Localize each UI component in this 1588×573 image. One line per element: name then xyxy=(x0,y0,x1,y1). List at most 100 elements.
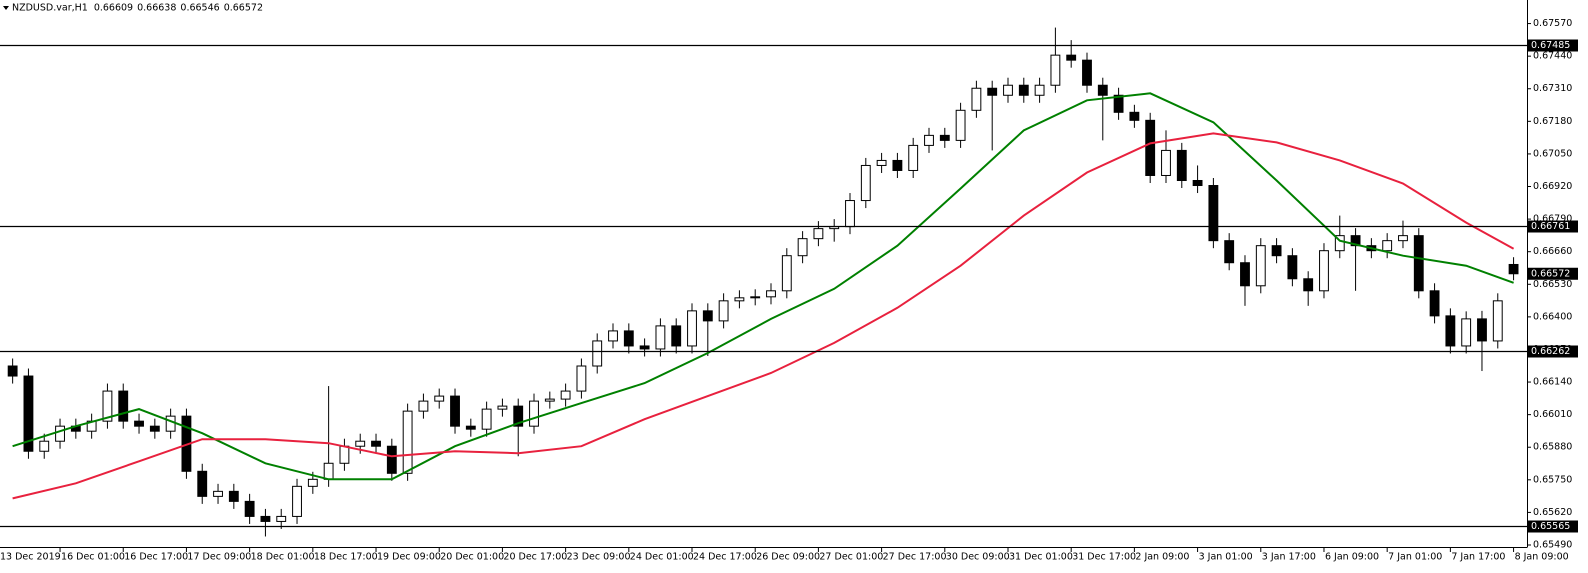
candle-body xyxy=(355,440,366,447)
candle-body xyxy=(987,87,998,96)
candle-body xyxy=(371,440,381,447)
x-tick-label: 7 Jan 01:00 xyxy=(1388,552,1442,563)
y-tick-label: 0.65750 xyxy=(1533,474,1572,485)
candle-body xyxy=(718,300,729,322)
candle-body xyxy=(608,330,618,342)
x-tick-label: 2 Jan 09:00 xyxy=(1135,552,1189,563)
candle-body xyxy=(560,390,571,400)
last-price-label: 0.66572 xyxy=(1531,268,1570,279)
level-tag xyxy=(1528,520,1578,533)
candle-body xyxy=(1303,278,1314,292)
candle-body xyxy=(276,515,287,522)
candle-body xyxy=(1287,255,1298,280)
candle-body xyxy=(1208,185,1219,242)
x-tick-label: 20 Dec 01:00 xyxy=(440,552,504,563)
candle-body xyxy=(434,395,445,402)
moving-average xyxy=(12,132,1515,500)
candle-body xyxy=(323,462,334,480)
candle-body xyxy=(307,478,318,487)
symbol: NZDUSD.var,H1 xyxy=(12,3,88,14)
candle-body xyxy=(102,390,113,422)
x-tick-label: 18 Dec 17:00 xyxy=(314,552,378,563)
y-tick-label: 0.67050 xyxy=(1533,148,1572,159)
candle-body xyxy=(244,500,255,517)
x-tick-label: 31 Dec 17:00 xyxy=(1072,552,1136,563)
x-tick-label: 24 Dec 17:00 xyxy=(693,552,757,563)
y-tick-label: 0.66400 xyxy=(1533,311,1572,322)
candle-body xyxy=(1492,300,1503,342)
candle-body xyxy=(7,365,18,377)
candle-body xyxy=(813,228,824,240)
level-tag xyxy=(1528,345,1578,358)
price-axis: 0.67570 0.67440 0.67310 0.67180 0.67050 0.669… xyxy=(1527,18,1572,551)
candle-body xyxy=(971,87,982,111)
header-arrow xyxy=(3,6,9,10)
candle-body xyxy=(1445,315,1456,347)
y-tick-label: 0.67180 xyxy=(1533,116,1572,127)
candle-body xyxy=(1271,245,1282,257)
candle-body xyxy=(134,420,144,427)
candle-body xyxy=(418,400,429,412)
candle-body xyxy=(655,325,666,350)
candle-body xyxy=(465,425,476,430)
level-tag xyxy=(1528,39,1578,52)
candle-body xyxy=(292,485,302,517)
y-tick-label: 0.66140 xyxy=(1533,377,1572,388)
x-tick-label: 24 Dec 01:00 xyxy=(630,552,694,563)
header-price: 0.66638 xyxy=(137,3,176,14)
candle-body xyxy=(1224,240,1235,264)
candle-body xyxy=(734,297,745,302)
candle-body xyxy=(766,290,776,298)
candle-body xyxy=(1176,149,1187,181)
x-tick-label: 8 Jan 09:00 xyxy=(1515,552,1569,563)
candle-body xyxy=(845,200,855,228)
candle-body xyxy=(1461,318,1472,347)
candle-body xyxy=(260,515,271,522)
candle-body xyxy=(702,310,713,322)
header-price: 0.66572 xyxy=(224,3,263,14)
y-tick-label: 0.65880 xyxy=(1533,442,1572,453)
x-tick-label: 7 Jan 17:00 xyxy=(1451,552,1505,563)
y-tick-label: 0.66010 xyxy=(1533,409,1572,420)
candle-body xyxy=(1003,84,1013,96)
candle-body xyxy=(386,445,397,474)
x-tick-label: 17 Dec 09:00 xyxy=(187,552,251,563)
y-tick-label: 0.65490 xyxy=(1533,540,1572,551)
candle-body xyxy=(213,490,223,497)
level-label: 0.66262 xyxy=(1531,346,1570,357)
y-tick-label: 0.66530 xyxy=(1533,279,1572,290)
x-tick-label: 26 Dec 09:00 xyxy=(756,552,820,563)
candle-body xyxy=(1413,235,1424,292)
candle-body xyxy=(55,425,65,442)
y-tick-label: 0.65620 xyxy=(1533,507,1572,518)
candle-body xyxy=(1350,235,1361,247)
candle-body xyxy=(1145,119,1156,176)
levels: 0.67485 0.66761 0.66262 0.65565 0.66572 xyxy=(1528,39,1578,533)
candle-body xyxy=(1429,290,1440,317)
candle-body xyxy=(1192,179,1203,187)
candle-body xyxy=(23,375,34,452)
candle-body xyxy=(481,408,492,430)
candle-body xyxy=(797,238,808,257)
level-tag xyxy=(1528,220,1578,233)
candle-body xyxy=(118,390,129,422)
header-price: 0.66546 xyxy=(180,3,219,14)
candle-body xyxy=(1319,250,1329,292)
candle-body xyxy=(592,340,603,367)
candle-body xyxy=(750,296,761,299)
x-tick-label: 16 Dec 17:00 xyxy=(124,552,188,563)
x-tick-label: 31 Dec 01:00 xyxy=(1009,552,1073,563)
y-tick-label: 0.66790 xyxy=(1533,214,1572,225)
x-tick-label: 18 Dec 01:00 xyxy=(251,552,315,563)
x-tick-label: 30 Dec 09:00 xyxy=(946,552,1010,563)
x-tick-label: 19 Dec 09:00 xyxy=(377,552,441,563)
candle-body xyxy=(876,159,887,166)
candle-body xyxy=(1240,262,1250,287)
candle-body xyxy=(1082,59,1092,86)
y-tick-label: 0.67310 xyxy=(1533,83,1572,94)
candle-body xyxy=(165,415,176,432)
candle-body xyxy=(939,134,950,141)
y-tick-label: 0.66920 xyxy=(1533,181,1572,192)
